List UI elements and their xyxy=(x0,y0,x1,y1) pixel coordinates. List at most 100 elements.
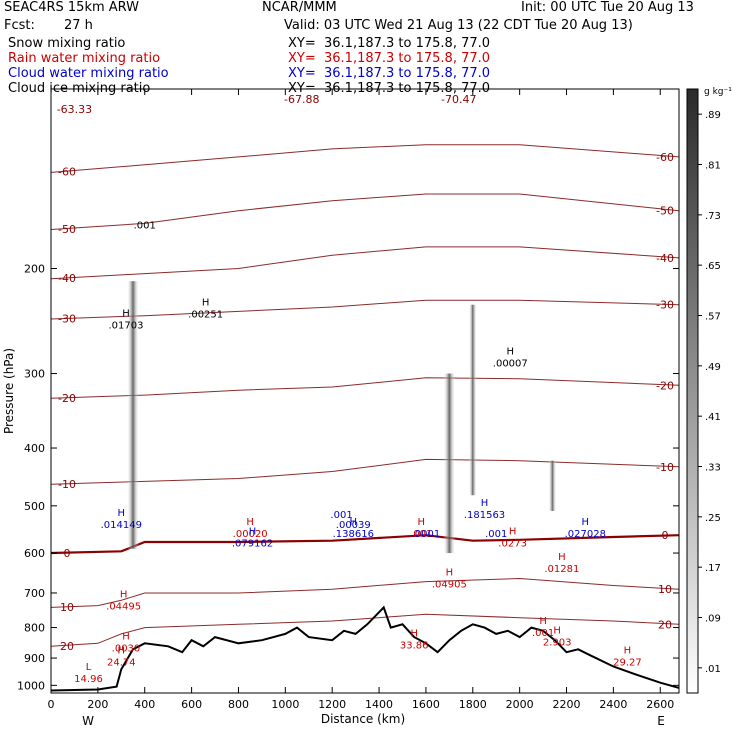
field-name-rain: Rain water mixing ratio xyxy=(8,51,161,66)
cloud-extremum-marker: H xyxy=(118,508,126,519)
x-tick-label: 2000 xyxy=(506,698,534,711)
x-tick-label: 200 xyxy=(87,698,108,711)
temperature-contour-label: 10 xyxy=(60,601,74,614)
rain-value-label: .0030 xyxy=(112,643,141,654)
rain-value-label: 14.96 xyxy=(74,674,103,685)
rain-value-label: .04905 xyxy=(432,579,467,590)
cloud-extremum-marker: H xyxy=(249,526,257,537)
rain-value-label: .001 xyxy=(532,628,554,639)
rain-value-label: .01281 xyxy=(544,564,579,575)
y-tick-label: 300 xyxy=(24,368,45,381)
cloud-value-label: .001 xyxy=(485,529,507,540)
rain-extremum-marker: H xyxy=(120,589,128,600)
temperature-contour-line xyxy=(51,193,679,230)
cloud-value-label: .0001 xyxy=(412,529,441,540)
temperature-contour-label-right: -40 xyxy=(656,252,674,265)
temperature-contour-label-right: 0 xyxy=(662,529,669,542)
snow-shading-band xyxy=(548,460,557,511)
x-tick-label: 1600 xyxy=(412,698,440,711)
rain-value-label: 24.74 xyxy=(107,658,136,669)
forecast-label: Fcst: xyxy=(4,18,35,33)
x-tick-label: 2400 xyxy=(599,698,627,711)
forecast-hours: 27 h xyxy=(64,18,93,33)
temperature-contour-line xyxy=(51,613,679,647)
cloud-value-label: .014149 xyxy=(101,520,142,531)
snow-value-label: .01703 xyxy=(108,320,143,331)
terrain-line xyxy=(51,605,679,692)
x-axis-title: Distance (km) xyxy=(321,712,405,726)
cloud-extremum-marker: H xyxy=(350,517,358,528)
temperature-contour-line xyxy=(51,299,679,320)
model-title: SEAC4RS 15km ARW xyxy=(4,0,140,15)
x-tick-label: 600 xyxy=(181,698,202,711)
snow-extremum-marker: H xyxy=(122,308,130,319)
temperature-contour-line xyxy=(51,458,679,485)
temperature-contour-label: -50 xyxy=(58,223,76,236)
y-axis-title: Pressure (hPa) xyxy=(2,348,16,434)
x-tick-label: 1800 xyxy=(459,698,487,711)
rain-value-label: 2.903 xyxy=(543,637,572,648)
contour-minimum-label: -63.33 xyxy=(57,103,92,116)
rain-extremum-marker: H xyxy=(624,646,632,657)
colorbar-tick-label: .81 xyxy=(705,161,721,172)
cloud-value-label: .079162 xyxy=(232,538,273,549)
snow-shading-band xyxy=(468,304,477,496)
x-tick-label: 0 xyxy=(48,698,55,711)
contour-minimum-label: -70.47 xyxy=(441,93,476,106)
rain-extremum-marker: H xyxy=(558,552,566,563)
field-xy-cloud-water: XY= 36.1,187.3 to 175.8, 77.0 xyxy=(288,66,491,81)
colorbar-tick-label: .89 xyxy=(705,110,721,121)
temperature-contour-label: -40 xyxy=(58,272,76,285)
temperature-contour-label-right: -50 xyxy=(656,205,674,218)
snow-value-label: .00007 xyxy=(493,359,528,370)
y-tick-label: 600 xyxy=(24,547,45,560)
valid-time: Valid: 03 UTC Wed 21 Aug 13 (22 CDT Tue … xyxy=(284,18,633,33)
colorbar-tick-label: .41 xyxy=(705,412,721,423)
temperature-contour-label-right: 10 xyxy=(658,583,672,596)
temperature-contour-label: 0 xyxy=(64,547,71,560)
colorbar xyxy=(686,88,699,694)
rain-extremum-marker: H xyxy=(246,517,254,528)
rain-extremum-marker: H xyxy=(509,526,517,537)
cloud-value-label: .001 xyxy=(330,510,352,521)
temperature-contour-label-right: -20 xyxy=(656,379,674,392)
colorbar-tick-label: .09 xyxy=(705,614,721,625)
y-tick-label: 1000 xyxy=(17,679,45,692)
colorbar-tick-label: .25 xyxy=(705,513,721,524)
snow-shading-band xyxy=(443,373,456,554)
x-tick-label: 2200 xyxy=(553,698,581,711)
plot-frame xyxy=(50,88,680,694)
snow-value-label: .00251 xyxy=(188,310,223,321)
contour-minimum-label: -67.88 xyxy=(284,93,319,106)
x-tick-label: 1400 xyxy=(365,698,393,711)
colorbar-unit: g kg⁻¹ xyxy=(704,87,732,97)
rain-extremum-marker: H xyxy=(122,631,130,642)
snow-extremum-marker: H xyxy=(202,298,210,309)
temperature-contour-label: 20 xyxy=(60,640,74,653)
rain-value-label: 33.86 xyxy=(400,640,429,651)
snow-shading-band xyxy=(127,281,140,549)
temperature-contour-line xyxy=(51,144,679,173)
rain-value-label: .0273 xyxy=(498,538,527,549)
field-xy-snow: XY= 36.1,187.3 to 175.8, 77.0 xyxy=(288,36,491,51)
rain-extremum-marker: L xyxy=(86,662,92,673)
snow-value-label: .001 xyxy=(134,220,156,231)
x-tick-label: 2600 xyxy=(646,698,674,711)
x-axis-left-end: W xyxy=(82,714,94,728)
x-axis-right-end: E xyxy=(657,714,665,728)
x-tick-label: 400 xyxy=(134,698,155,711)
colorbar-tick-label: .49 xyxy=(705,362,721,373)
temperature-contour-label: -60 xyxy=(58,166,76,179)
colorbar-tick-label: .73 xyxy=(705,211,721,222)
temperature-contour-label-right: -60 xyxy=(656,151,674,164)
x-tick-label: 1000 xyxy=(271,698,299,711)
cloud-extremum-marker: H xyxy=(481,498,489,509)
contour-minimum-label: -70.17 xyxy=(544,78,579,91)
rain-value-label: 29.27 xyxy=(613,658,642,669)
rain-extremum-marker: H xyxy=(446,567,454,578)
y-tick-label: 900 xyxy=(24,652,45,665)
init-label: Init: 00 UTC Tue 20 Aug 13 xyxy=(521,0,694,15)
rain-value-label: .00020 xyxy=(233,529,268,540)
x-tick-label: 800 xyxy=(228,698,249,711)
